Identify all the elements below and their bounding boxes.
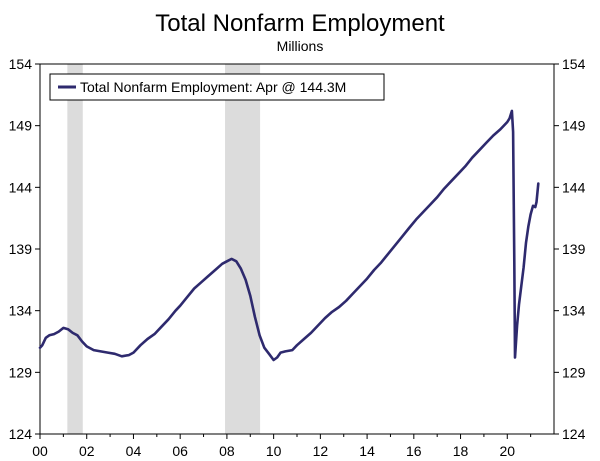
axis-ticks — [35, 63, 559, 439]
y-tick-label-right: 144 — [562, 179, 586, 195]
series-line-employment — [38, 109, 540, 362]
recession-band-1 — [225, 64, 261, 434]
x-tick-label: 04 — [126, 443, 142, 459]
y-tick-label-left: 129 — [9, 364, 33, 380]
plot-area-frame — [39, 63, 555, 435]
legend-label: Total Nonfarm Employment: Apr @ 144.3M — [80, 79, 346, 95]
y-tick-label-left: 139 — [9, 241, 33, 257]
x-tick-label: 06 — [172, 443, 188, 459]
y-tick-label-right: 129 — [562, 364, 586, 380]
y-tick-label-left: 144 — [9, 179, 33, 195]
legend-box — [49, 73, 385, 101]
y-tick-label-right: 134 — [562, 303, 586, 319]
x-tick-label: 02 — [79, 443, 95, 459]
x-tick-label: 16 — [406, 443, 422, 459]
x-tick-label: 20 — [499, 443, 515, 459]
y-tick-label-right: 139 — [562, 241, 586, 257]
y-tick-label-left: 149 — [9, 118, 33, 134]
y-tick-label-right: 124 — [562, 426, 586, 442]
legend: Total Nonfarm Employment: Apr @ 144.3M — [49, 73, 385, 101]
recession-band-0 — [67, 64, 83, 434]
y-tick-label-right: 154 — [562, 56, 586, 72]
x-tick-label: 10 — [266, 443, 282, 459]
recession-shading — [67, 64, 261, 434]
chart-title: Total Nonfarm Employment — [155, 10, 445, 37]
chart-subtitle: Millions — [276, 38, 324, 54]
series-layer — [38, 109, 540, 362]
x-tick-label: 18 — [453, 443, 469, 459]
y-tick-label-left: 124 — [9, 426, 33, 442]
axis-tick-labels: 124 124 129 129 134 134 139 139 144 144 149 149 154 1… — [9, 56, 586, 459]
y-tick-label-left: 134 — [9, 303, 33, 319]
x-tick-label: 14 — [359, 443, 375, 459]
x-tick-label: 00 — [32, 443, 48, 459]
x-tick-label: 08 — [219, 443, 235, 459]
x-tick-label: 12 — [313, 443, 329, 459]
y-tick-label-left: 154 — [9, 56, 33, 72]
y-tick-label-right: 149 — [562, 118, 586, 134]
